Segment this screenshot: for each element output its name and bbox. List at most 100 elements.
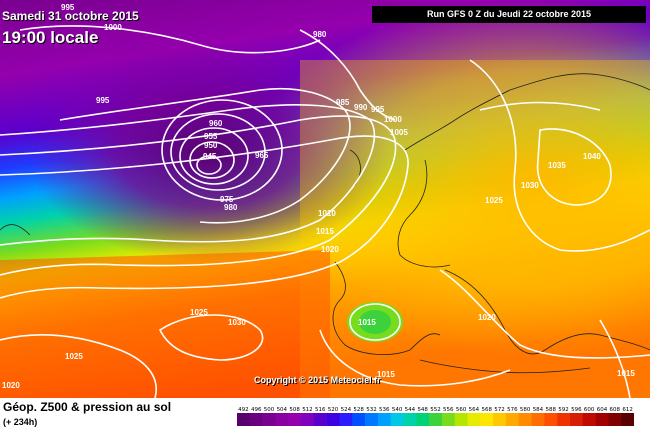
scale-tick-label: 604 — [597, 407, 608, 413]
scale-tick-label: 492 — [238, 407, 249, 413]
legend-subtitle: (+ 234h) — [3, 417, 38, 427]
isobar-label: 1025 — [485, 196, 503, 205]
isobar-label: 995 — [371, 105, 385, 114]
scale-swatch — [326, 413, 340, 426]
isobar-label: 1030 — [228, 318, 246, 327]
isobar-label: 1005 — [390, 128, 408, 137]
scale-swatch — [518, 413, 532, 426]
scale-swatch — [608, 413, 622, 426]
scale-swatch — [237, 413, 251, 426]
isobar-label: 945 — [203, 152, 217, 161]
scale-swatch — [339, 413, 353, 426]
scale-tick-label: 588 — [546, 407, 557, 413]
scale-swatch — [569, 413, 584, 426]
scale-swatch — [352, 413, 366, 426]
scale-swatch — [365, 413, 379, 426]
scale-swatch — [429, 413, 443, 426]
scale-tick-label: 552 — [430, 407, 441, 413]
run-info: Run GFS 0 Z du Jeudi 22 octobre 2015 — [372, 6, 646, 23]
isobar-label: 1000 — [104, 23, 122, 32]
scale-swatch — [505, 413, 520, 426]
scale-tick-label: 536 — [379, 407, 390, 413]
isobar-label: 985 — [336, 98, 350, 107]
scale-tick-label: 528 — [353, 407, 364, 413]
isobar-label: 1020 — [2, 381, 20, 390]
scale-tick-label: 600 — [584, 407, 595, 413]
scale-tick-label: 612 — [622, 407, 633, 413]
copyright-notice: Copyright © 2015 Meteociel.fr — [254, 375, 381, 385]
scale-tick-label: 548 — [417, 407, 428, 413]
isobar-label: 995 — [61, 3, 75, 12]
isobar-label: 1025 — [190, 308, 208, 317]
scale-swatch — [454, 413, 468, 426]
scale-tick-label: 560 — [456, 407, 467, 413]
scale-tick-label: 512 — [302, 407, 313, 413]
isobar-label: 1030 — [521, 181, 539, 190]
scale-tick-label: 564 — [469, 407, 480, 413]
scale-tick-label: 540 — [392, 407, 403, 413]
isobar-label: 950 — [204, 141, 218, 150]
scale-tick-label: 572 — [494, 407, 505, 413]
isobar-label: 1035 — [548, 161, 566, 170]
legend-bar: Géop. Z500 & pression au sol (+ 234h) 49… — [0, 398, 650, 433]
scale-tick-label: 596 — [571, 407, 582, 413]
scale-tick-label: 584 — [533, 407, 544, 413]
scale-tick-label: 500 — [264, 407, 275, 413]
scale-swatch — [301, 413, 315, 426]
forecast-time: 19:00 locale — [2, 28, 99, 47]
scale-tick-label: 544 — [405, 407, 416, 413]
color-scale: 492 496 500 504 508 512 516 520 524 528 532 536 540 5… — [237, 407, 634, 426]
scale-swatch — [390, 413, 404, 426]
scale-tick-label: 524 — [341, 407, 352, 413]
isobar-label: 995 — [96, 96, 110, 105]
scale-swatch — [377, 413, 391, 426]
forecast-date: Samedi 31 octobre 2015 — [2, 9, 139, 23]
scale-tick-label: 568 — [481, 407, 492, 413]
scale-swatch — [262, 413, 276, 426]
isobar-label: 955 — [204, 132, 218, 141]
isobar-label: 980 — [313, 30, 327, 39]
scale-tick-label: 556 — [443, 407, 454, 413]
scale-tick-label: 532 — [366, 407, 377, 413]
scale-tick-label: 508 — [289, 407, 300, 413]
isobar-label: 1020 — [321, 245, 339, 254]
scale-swatch — [480, 413, 494, 426]
scale-tick-label: 592 — [558, 407, 569, 413]
scale-swatch — [288, 413, 302, 426]
isobar-label: 1010 — [318, 209, 336, 218]
scale-tick-label: 608 — [610, 407, 621, 413]
isobar-label: 960 — [209, 119, 223, 128]
coastlines — [0, 73, 650, 374]
isobar-label: 965 — [255, 151, 269, 160]
scale-tick-label: 520 — [328, 407, 339, 413]
scale-swatch — [544, 413, 558, 426]
scale-swatch — [621, 413, 634, 426]
scale-swatch — [557, 413, 571, 426]
scale-swatch — [403, 413, 417, 426]
isobar-label: 1015 — [358, 318, 376, 327]
scale-swatch — [441, 413, 456, 426]
scale-tick-label: 516 — [315, 407, 326, 413]
scale-swatch — [249, 413, 263, 426]
isobar-label: 1020 — [478, 313, 496, 322]
isobar-label: 1015 — [617, 369, 635, 378]
isobar-label: 1000 — [384, 115, 402, 124]
isobar-label: 980 — [224, 203, 238, 212]
legend-title: Géop. Z500 & pression au sol — [3, 400, 172, 414]
isobar-label: 975 — [220, 195, 234, 204]
isobar-label: 1015 — [316, 227, 334, 236]
scale-tick-label: 580 — [520, 407, 531, 413]
scale-swatch — [416, 413, 430, 426]
scale-swatch — [582, 413, 596, 426]
scale-swatch — [275, 413, 289, 426]
scale-tick-label: 504 — [277, 407, 288, 413]
scale-tick-label: 576 — [507, 407, 518, 413]
scale-swatch — [531, 413, 545, 426]
scale-swatch — [493, 413, 507, 426]
scale-swatch — [595, 413, 609, 426]
isobar-label: 990 — [354, 103, 368, 112]
scale-swatch — [313, 413, 327, 426]
